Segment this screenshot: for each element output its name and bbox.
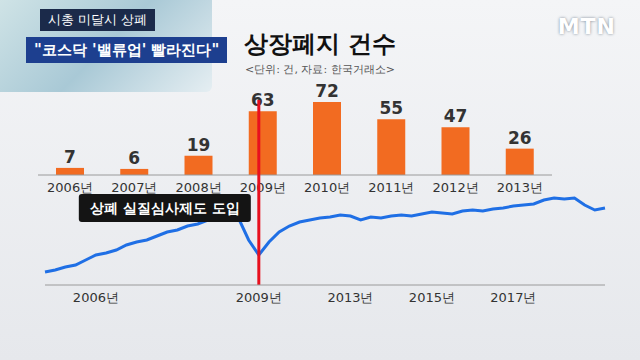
svg-text:2007년: 2007년 [111, 180, 157, 195]
svg-text:2008년: 2008년 [176, 180, 222, 195]
svg-text:상폐 실질심사제도 도입: 상폐 실질심사제도 도입 [90, 200, 240, 216]
svg-text:19: 19 [187, 135, 211, 155]
html-text:<단위: 건, 자료: 한국거래소>: <단위: 건, 자료: 한국거래소> [245, 63, 395, 76]
svg-text:2017년: 2017년 [490, 290, 536, 305]
html-text:상장폐지 건수: 상장폐지 건수 [243, 30, 397, 58]
html-text:시총 미달시 상폐: 시총 미달시 상폐 [48, 12, 148, 27]
svg-text:72: 72 [315, 81, 339, 101]
svg-text:2012년: 2012년 [433, 180, 479, 195]
svg-text:2009년: 2009년 [236, 290, 282, 305]
svg-text:7: 7 [64, 147, 76, 167]
svg-text:55: 55 [379, 98, 403, 118]
html-text:MTN: MTN [557, 14, 616, 39]
html-text:"코스닥 '밸류업' 빨라진다": "코스닥 '밸류업' 빨라진다" [34, 41, 220, 59]
svg-text:6: 6 [128, 148, 140, 168]
svg-text:63: 63 [251, 90, 275, 110]
svg-text:2013년: 2013년 [327, 290, 373, 305]
svg-text:2009년: 2009년 [240, 180, 286, 195]
svg-text:2011년: 2011년 [368, 180, 414, 195]
svg-text:26: 26 [508, 128, 532, 148]
svg-text:2013년: 2013년 [497, 180, 543, 195]
svg-text:2006년: 2006년 [73, 290, 119, 305]
svg-text:2006년: 2006년 [47, 180, 93, 195]
svg-text:2010년: 2010년 [304, 180, 350, 195]
svg-text:2015년: 2015년 [409, 290, 455, 305]
svg-text:47: 47 [444, 106, 468, 126]
